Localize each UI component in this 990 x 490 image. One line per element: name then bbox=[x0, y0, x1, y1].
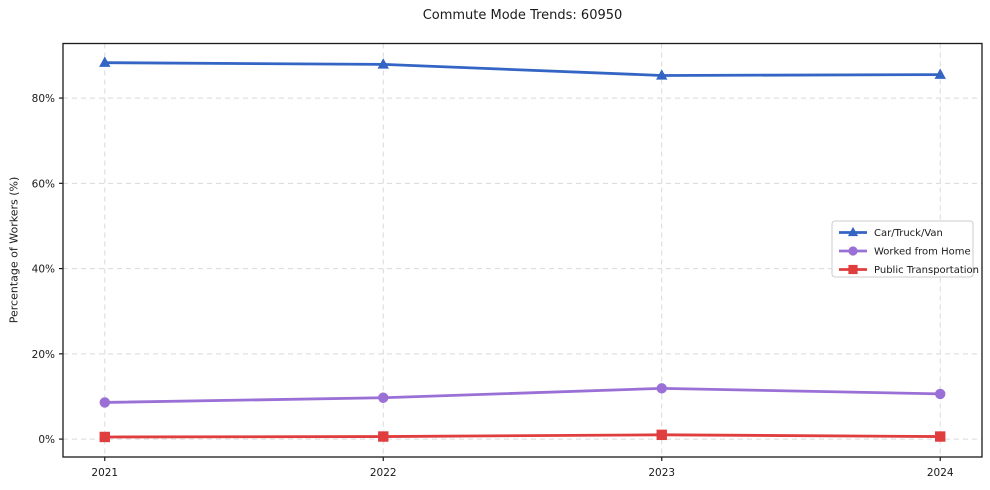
series-marker bbox=[99, 56, 111, 67]
x-tick-label: 2021 bbox=[91, 467, 118, 479]
legend-marker bbox=[848, 264, 858, 275]
y-tick-label: 0% bbox=[38, 434, 55, 446]
series-marker bbox=[935, 431, 946, 442]
series-marker bbox=[656, 69, 668, 80]
series-marker bbox=[377, 58, 389, 69]
chart-title: Commute Mode Trends: 60950 bbox=[422, 8, 623, 23]
plot-border bbox=[62, 42, 983, 458]
series-marker bbox=[935, 388, 946, 400]
series-line-public-transportation bbox=[103, 433, 942, 439]
y-tick-label: 20% bbox=[32, 349, 55, 361]
y-tick-label: 40% bbox=[32, 264, 55, 276]
x-tick-label: 2022 bbox=[370, 467, 397, 479]
series-marker bbox=[378, 431, 389, 442]
series-marker bbox=[656, 383, 667, 394]
legend-label: Worked from Home bbox=[874, 247, 971, 258]
series-line-worked-from-home bbox=[103, 386, 942, 404]
series-marker bbox=[656, 429, 667, 441]
y-tick-label: 80% bbox=[32, 93, 55, 105]
x-tick-label: 2024 bbox=[927, 467, 954, 479]
legend-label: Public Transportation bbox=[874, 265, 979, 276]
series-line-car-truck-van bbox=[103, 61, 942, 77]
legend-marker bbox=[847, 226, 859, 237]
legend-marker bbox=[848, 246, 858, 256]
series-marker bbox=[99, 431, 110, 443]
legend: Car/Truck/Van Worked from Home Public Tran… bbox=[831, 220, 979, 278]
series-marker bbox=[378, 392, 389, 403]
legend-box bbox=[831, 220, 974, 278]
series-marker bbox=[99, 397, 110, 408]
series-marker bbox=[934, 68, 946, 79]
legend-label: Car/Truck/Van bbox=[874, 228, 943, 239]
x-tick-label: 2023 bbox=[648, 467, 675, 479]
y-tick-label: 60% bbox=[32, 178, 55, 190]
